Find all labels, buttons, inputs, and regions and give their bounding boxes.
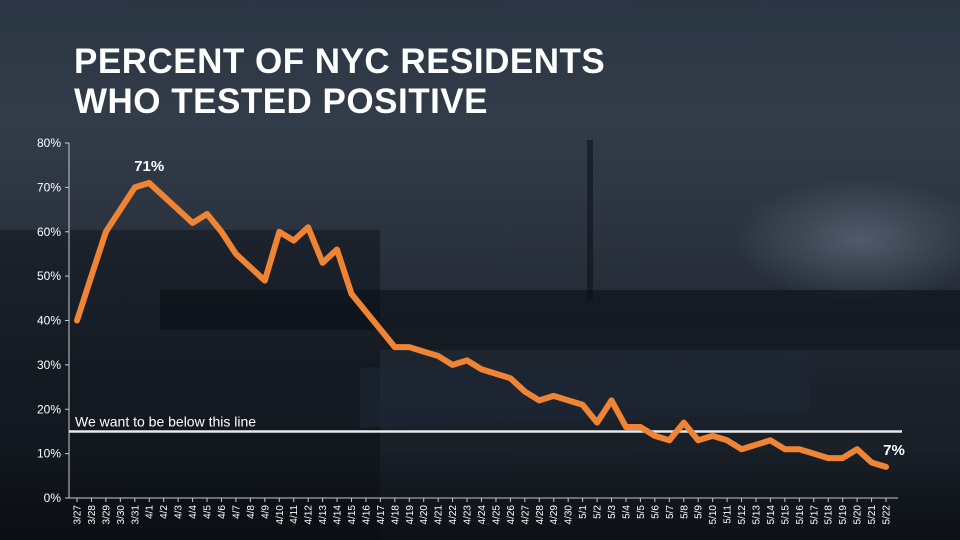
x-tick-label: 4/10 <box>275 505 286 525</box>
y-axis: 0% 10% 20% 30% 40% 50% 60% 70% 80% <box>37 136 70 505</box>
x-tick-label: 4/18 <box>390 505 401 525</box>
reference-line-group: We want to be below this line <box>69 413 902 433</box>
x-tick-label: 5/22 <box>882 505 893 525</box>
x-tick-label: 4/4 <box>188 505 199 519</box>
x-tick-label: 5/21 <box>867 505 878 525</box>
x-tick-label: 3/31 <box>130 505 141 525</box>
x-tick-label: 5/14 <box>766 505 777 525</box>
x-tick-label: 4/8 <box>246 505 257 519</box>
x-tick-label: 4/20 <box>419 505 430 525</box>
x-tick-label: 5/1 <box>578 505 589 519</box>
x-tick-label: 4/19 <box>405 505 416 525</box>
x-tick-label: 3/30 <box>116 505 127 525</box>
x-tick-label: 3/29 <box>101 505 112 525</box>
x-tick-label: 5/8 <box>679 505 690 519</box>
x-tick-label: 4/15 <box>347 505 358 525</box>
data-label: 7% <box>883 442 905 459</box>
x-tick-label: 5/18 <box>824 505 835 525</box>
x-tick-label: 5/16 <box>795 505 806 525</box>
pier-deck-lower <box>380 330 960 350</box>
x-tick-label: 5/17 <box>809 505 820 525</box>
x-tick-label: 4/26 <box>506 505 517 525</box>
reference-line-label: We want to be below this line <box>75 413 256 429</box>
x-tick-label: 4/22 <box>448 505 459 525</box>
y-tick-label: 20% <box>37 402 61 416</box>
x-tick-label: 5/11 <box>723 505 734 524</box>
x-tick-label: 4/12 <box>304 505 315 525</box>
x-tick-label: 5/13 <box>751 505 762 525</box>
x-tick-label: 4/29 <box>549 505 560 525</box>
x-tick-label: 4/30 <box>564 505 575 525</box>
x-tick-label: 4/27 <box>520 505 531 525</box>
x-tick-label: 3/28 <box>87 505 98 525</box>
y-tick-label: 10% <box>37 447 61 461</box>
x-tick-label: 4/1 <box>145 505 156 519</box>
x-tick-label: 4/28 <box>535 505 546 525</box>
x-tick-label: 5/6 <box>650 505 661 519</box>
x-tick-label: 5/12 <box>737 505 748 525</box>
x-tick-label: 4/6 <box>217 505 228 519</box>
x-tick-label: 4/24 <box>477 505 488 525</box>
annotation-group: 71% 7% <box>134 158 905 459</box>
y-tick-label: 50% <box>37 269 61 283</box>
x-axis: 3/27 3/28 3/29 3/30 3/31 4/1 4/2 4/3 4/4 4/5 4/6 4/… <box>69 497 898 525</box>
x-tick-label: 4/16 <box>361 505 372 525</box>
x-tick-label: 4/5 <box>203 505 214 519</box>
x-tick-label: 4/23 <box>463 505 474 525</box>
y-tick-label: 40% <box>37 314 61 328</box>
ground-shadow <box>0 450 960 540</box>
chart-title: PERCENT OF NYC RESIDENTS WHO TESTED POSI… <box>74 42 605 122</box>
x-tick-label: 4/14 <box>333 505 344 525</box>
series-line <box>74 179 889 470</box>
x-tick-label: 4/2 <box>159 505 170 519</box>
x-tick-label: 4/9 <box>260 505 271 519</box>
x-tick-label: 4/21 <box>434 505 445 525</box>
x-tick-label: 5/10 <box>708 505 719 525</box>
x-tick-label: 4/11 <box>289 505 300 524</box>
x-tick-label: 5/7 <box>665 505 676 519</box>
y-tick-label: 70% <box>37 180 61 194</box>
series-group <box>74 179 889 470</box>
x-tick-label: 5/2 <box>593 505 604 519</box>
title-line-2: WHO TESTED POSITIVE <box>74 82 488 121</box>
x-tick-label: 5/4 <box>621 505 632 519</box>
x-tick-label: 5/5 <box>636 505 647 519</box>
y-tick-label: 60% <box>37 225 61 239</box>
x-tick-label: 5/20 <box>853 505 864 525</box>
x-tick-label: 5/9 <box>694 505 705 519</box>
x-tick-label: 5/19 <box>838 505 849 525</box>
x-tick-label: 4/13 <box>318 505 329 525</box>
x-tick-label: 4/17 <box>376 505 387 525</box>
data-label: 71% <box>134 158 164 175</box>
y-tick-label: 0% <box>44 491 62 505</box>
y-tick-label: 30% <box>37 358 61 372</box>
title-line-1: PERCENT OF NYC RESIDENTS <box>74 42 606 81</box>
lamp-post <box>587 140 593 300</box>
x-tick-label: 4/7 <box>231 505 242 519</box>
x-tick-label: 4/3 <box>174 505 185 519</box>
x-tick-label: 4/25 <box>491 505 502 525</box>
x-tick-label: 5/3 <box>607 505 618 519</box>
y-tick-label: 80% <box>37 136 61 150</box>
x-tick-label: 5/15 <box>780 505 791 525</box>
x-tick-label: 3/27 <box>73 505 84 525</box>
pier-deck <box>160 290 960 330</box>
